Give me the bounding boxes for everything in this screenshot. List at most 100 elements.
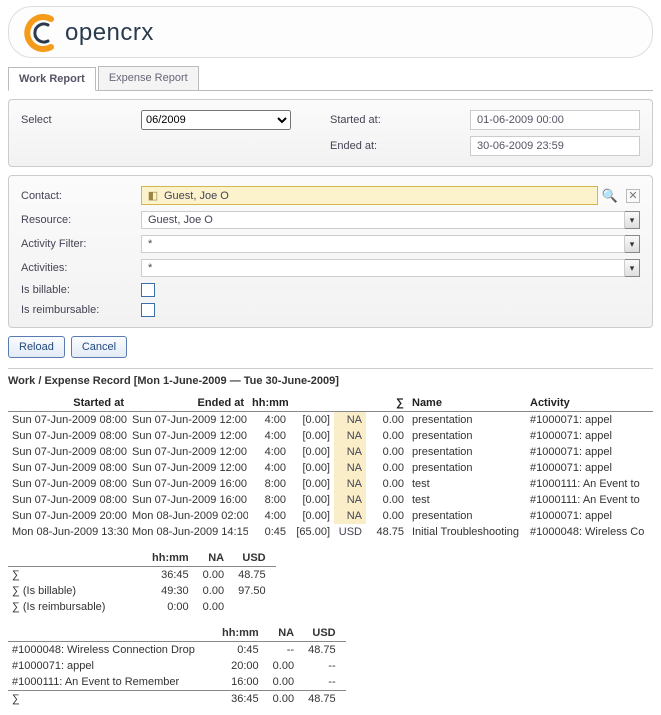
table-row: Sun 07-Jun-2009 08:00Sun 07-Jun-2009 12:… xyxy=(8,428,653,444)
sum-label: ∑ (Is reimbursable) xyxy=(8,599,148,615)
cell-currency: NA xyxy=(334,444,366,460)
cell-bracket: [65.00] xyxy=(290,524,334,540)
tab-expense-report[interactable]: Expense Report xyxy=(98,66,199,90)
cell-hhmm: 8:00 xyxy=(248,476,290,492)
cancel-button[interactable]: Cancel xyxy=(71,336,127,358)
activity-filter-label: Activity Filter: xyxy=(21,238,141,250)
table-row: Sun 07-Jun-2009 08:00Sun 07-Jun-2009 16:… xyxy=(8,476,653,492)
sum-na: 0.00 xyxy=(199,599,234,615)
contact-search-icon[interactable]: 🔍 xyxy=(598,188,622,204)
table-row: Sun 07-Jun-2009 08:00Sun 07-Jun-2009 16:… xyxy=(8,492,653,508)
cell-currency: NA xyxy=(334,428,366,444)
resource-select[interactable]: Guest, Joe O xyxy=(141,211,625,229)
act-label: #1000071: appel xyxy=(8,658,218,674)
act-total-usd: 48.75 xyxy=(304,691,346,708)
period-select[interactable]: 06/2009 xyxy=(141,110,291,130)
cell-amount: 0.00 xyxy=(366,492,408,508)
chevron-down-icon[interactable]: ▾ xyxy=(624,235,640,253)
cell-hhmm: 8:00 xyxy=(248,492,290,508)
contact-field[interactable]: ◧ Guest, Joe O xyxy=(141,186,598,205)
cell-name: presentation xyxy=(408,508,526,524)
summary-row: ∑ (Is reimbursable)0:000.00 xyxy=(8,599,276,615)
activity-total-row: ∑36:450.0048.75 xyxy=(8,691,346,708)
sum-col-usd: USD xyxy=(234,550,276,567)
ended-at-field[interactable]: 30-06-2009 23:59 xyxy=(470,136,640,156)
table-row: Sun 07-Jun-2009 08:00Sun 07-Jun-2009 12:… xyxy=(8,444,653,460)
ended-label: Ended at: xyxy=(330,140,420,152)
contact-clear-icon[interactable]: ✕ xyxy=(626,189,640,203)
act-hhmm: 20:00 xyxy=(218,658,269,674)
cell-ended: Sun 07-Jun-2009 12:00 xyxy=(128,428,248,444)
activity-filter-select[interactable]: * xyxy=(141,235,625,253)
cell-currency: NA xyxy=(334,412,366,429)
cell-name: presentation xyxy=(408,460,526,476)
cell-amount: 0.00 xyxy=(366,508,408,524)
sum-na: 0.00 xyxy=(199,567,234,584)
cell-started: Mon 08-Jun-2009 13:30 xyxy=(8,524,128,540)
tab-work-report[interactable]: Work Report xyxy=(8,67,96,91)
cell-started: Sun 07-Jun-2009 08:00 xyxy=(8,444,128,460)
cell-currency: NA xyxy=(334,460,366,476)
cell-ended: Sun 07-Jun-2009 12:00 xyxy=(128,460,248,476)
chevron-down-icon[interactable]: ▾ xyxy=(624,211,640,229)
cell-amount: 0.00 xyxy=(366,412,408,429)
contact-value: Guest, Joe O xyxy=(164,190,229,202)
activities-label: Activities: xyxy=(21,262,141,274)
logo: opencrx xyxy=(23,13,638,53)
cell-ended: Mon 08-Jun-2009 02:00 xyxy=(128,508,248,524)
cell-amount: 0.00 xyxy=(366,460,408,476)
is-reimbursable-label: Is reimbursable: xyxy=(21,304,141,316)
activities-select[interactable]: * xyxy=(141,259,625,277)
cell-currency: NA xyxy=(334,476,366,492)
act-hhmm: 16:00 xyxy=(218,674,269,691)
cell-ended: Sun 07-Jun-2009 16:00 xyxy=(128,476,248,492)
sum-label: ∑ (Is billable) xyxy=(8,583,148,599)
divider xyxy=(8,368,653,369)
cell-bracket: [0.00] xyxy=(290,508,334,524)
act-usd: -- xyxy=(304,674,346,691)
contact-icon: ◧ xyxy=(146,189,160,202)
is-billable-label: Is billable: xyxy=(21,284,141,296)
is-reimbursable-checkbox[interactable] xyxy=(141,303,155,317)
cell-started: Sun 07-Jun-2009 08:00 xyxy=(8,460,128,476)
tab-bar: Work Report Expense Report xyxy=(8,66,653,91)
cell-activity: #1000111: An Event to xyxy=(526,492,653,508)
summary-table: hh:mm NA USD ∑36:450.0048.75∑ (Is billab… xyxy=(8,550,276,615)
col-cur xyxy=(334,395,366,412)
period-panel: Select 06/2009 Started at: 01-06-2009 00… xyxy=(8,99,653,167)
reload-button[interactable]: Reload xyxy=(8,336,65,358)
cell-bracket: [0.00] xyxy=(290,476,334,492)
col-sum: ∑ xyxy=(366,395,408,412)
sum-na: 0.00 xyxy=(199,583,234,599)
records-table: Started at Ended at hh:mm ∑ Name Activit… xyxy=(8,395,653,540)
logo-icon xyxy=(23,13,63,53)
cell-started: Sun 07-Jun-2009 20:00 xyxy=(8,508,128,524)
act-na: -- xyxy=(269,642,304,659)
col-bracket xyxy=(290,395,334,412)
cell-ended: Sun 07-Jun-2009 16:00 xyxy=(128,492,248,508)
chevron-down-icon[interactable]: ▾ xyxy=(624,259,640,277)
cell-activity: #1000071: appel xyxy=(526,412,653,429)
sum-hhmm: 49:30 xyxy=(148,583,199,599)
activity-summary-table: hh:mm NA USD #1000048: Wireless Connecti… xyxy=(8,625,346,707)
sum-col-hhmm: hh:mm xyxy=(148,550,199,567)
filter-panel: Contact: ◧ Guest, Joe O 🔍 ✕ Resource: Gu… xyxy=(8,175,653,328)
cell-amount: 0.00 xyxy=(366,476,408,492)
col-activity: Activity xyxy=(526,395,653,412)
cell-started: Sun 07-Jun-2009 08:00 xyxy=(8,412,128,429)
act-col-usd: USD xyxy=(304,625,346,642)
cell-hhmm: 0:45 xyxy=(248,524,290,540)
records-title: Work / Expense Record [Mon 1-June-2009 —… xyxy=(8,375,653,387)
started-at-field[interactable]: 01-06-2009 00:00 xyxy=(470,110,640,130)
cell-name: test xyxy=(408,492,526,508)
cell-bracket: [0.00] xyxy=(290,444,334,460)
col-hhmm: hh:mm xyxy=(248,395,290,412)
cell-bracket: [0.00] xyxy=(290,492,334,508)
table-row: Sun 07-Jun-2009 08:00Sun 07-Jun-2009 12:… xyxy=(8,412,653,429)
act-total-na: 0.00 xyxy=(269,691,304,708)
cell-name: presentation xyxy=(408,412,526,429)
cell-name: Initial Troubleshooting xyxy=(408,524,526,540)
cell-hhmm: 4:00 xyxy=(248,412,290,429)
action-buttons: Reload Cancel xyxy=(8,336,653,358)
is-billable-checkbox[interactable] xyxy=(141,283,155,297)
